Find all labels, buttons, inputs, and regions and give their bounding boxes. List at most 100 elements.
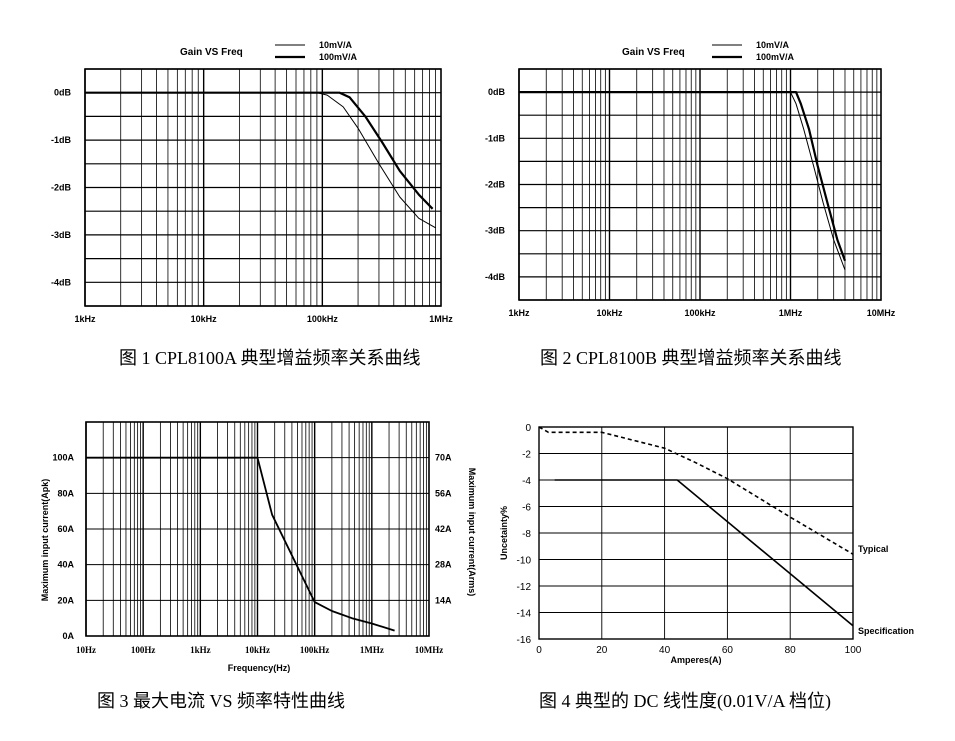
chart-4-x-tick-label: 20 — [596, 645, 608, 656]
chart-2-grid — [518, 68, 881, 301]
chart-4-x-tick-label: 0 — [536, 645, 542, 656]
chart-3-x-axis-label: Frequency(Hz) — [228, 663, 291, 673]
chart-4-series-label: Specification — [858, 626, 914, 636]
chart-4-series-line-typical — [538, 426, 854, 555]
chart-1-legend-label: 10mV/A — [319, 40, 353, 50]
chart-3-y2-tick-label: 56A — [435, 488, 452, 498]
chart-3-y-ticks: 0A 20A 40A 60A 80A 100A — [52, 453, 74, 641]
chart-1-legend-label: 100mV/A — [319, 52, 358, 62]
chart-1-legend: 10mV/A 100mV/A — [275, 40, 358, 62]
chart-3-y-tick-label: 0A — [62, 631, 74, 641]
chart-2-gain-vs-freq-cpl8100b: Gain VS Freq 10mV/A 100mV/A 1kHz 10kHz 100k… — [485, 40, 896, 318]
chart-2-y-tick-label: -3dB — [485, 226, 506, 236]
chart-1-y-tick-label: -4dB — [51, 277, 72, 287]
chart-2-x-tick-label: 1MHz — [779, 308, 803, 318]
chart-3-x-tick-label: 100Hz — [131, 645, 156, 655]
chart-1-series — [85, 91, 436, 229]
chart-1-grid — [84, 68, 441, 307]
chart-1-title: Gain VS Freq — [180, 47, 243, 58]
chart-4-plot-frame — [538, 426, 854, 640]
chart-4-dc-linearity: 0 20 40 60 80 100 0 -2 -4 -6 -8 -10 -12 -14 -16 Amper… — [499, 423, 914, 665]
chart-3-y2-tick-label: 70A — [435, 453, 452, 463]
chart-3-max-current-vs-frequency: 10Hz 100Hz 1kHz 10kHz 100kHz 1MHz 10MHz 0A 20A 4… — [40, 421, 477, 673]
chart-2-series-line — [519, 91, 847, 262]
chart-4-y-tick-label: -10 — [517, 556, 532, 567]
chart-3-y-axis-label: Maximum input current(Apk) — [40, 479, 50, 602]
chart-1-series-line — [85, 91, 434, 210]
chart-2-plot-frame — [518, 68, 882, 301]
chart-4-x-tick-label: 40 — [659, 645, 671, 656]
chart-1-y-tick-label: -1dB — [51, 135, 72, 145]
caption-figure-2: 图 2 CPL8100B 典型增益频率关系曲线 — [540, 348, 842, 368]
chart-1-y-tick-label: -2dB — [51, 183, 72, 193]
caption-figure-4: 图 4 典型的 DC 线性度(0.01V/A 档位) — [539, 691, 831, 712]
chart-1-gain-vs-freq-cpl8100a: Gain VS Freq 10mV/A 100mV/A 1kHz 10kHz 100k… — [51, 40, 453, 324]
chart-3-y-tick-label: 60A — [57, 524, 74, 534]
chart-2-x-tick-label: 1kHz — [508, 308, 530, 318]
chart-1-x-tick-label: 1MHz — [429, 314, 453, 324]
chart-4-y-tick-label: -2 — [522, 450, 531, 461]
chart-4-y-axis-label: Uncetainty% — [499, 506, 509, 560]
chart-2-x-ticks: 1kHz 10kHz 100kHz 1MHz 10MHz — [508, 308, 895, 318]
chart-4-x-axis-label: Amperes(A) — [670, 655, 721, 665]
chart-4-y-ticks: 0 -2 -4 -6 -8 -10 -12 -14 -16 — [517, 423, 532, 646]
chart-3-x-tick-label: 10kHz — [245, 645, 270, 655]
chart-4-grid — [539, 427, 853, 639]
chart-4-series-labels: Typical Specification — [858, 544, 914, 636]
chart-4-y-tick-label: -14 — [517, 609, 532, 620]
chart-4-y-tick-label: -4 — [522, 476, 531, 487]
chart-4-x-tick-label: 100 — [845, 645, 862, 656]
chart-3-x-tick-label: 1kHz — [190, 645, 211, 655]
chart-4-y-tick-label: -16 — [517, 635, 532, 646]
chart-2-y-tick-label: -2dB — [485, 180, 506, 190]
chart-2-title: Gain VS Freq — [622, 47, 685, 58]
chart-3-y2-tick-label: 42A — [435, 524, 452, 534]
chart-2-y-ticks: 0dB -1dB -2dB -3dB -4dB — [485, 87, 506, 282]
chart-3-x-tick-label: 10MHz — [415, 645, 444, 655]
chart-3-y2-axis-label: Maximum input current(Arms) — [467, 468, 477, 597]
chart-2-y-tick-label: -1dB — [485, 133, 506, 143]
chart-4-y-tick-label: -6 — [522, 503, 531, 514]
chart-2-y-tick-label: -4dB — [485, 272, 506, 282]
chart-4-series-label: Typical — [858, 544, 888, 554]
chart-1-y-tick-label: 0dB — [54, 88, 72, 98]
chart-3-y-tick-label: 100A — [52, 453, 74, 463]
chart-4-y-tick-label: -12 — [517, 582, 532, 593]
chart-1-x-tick-label: 100kHz — [307, 314, 339, 324]
chart-3-y2-tick-label: 28A — [435, 560, 452, 570]
chart-1-x-ticks: 1kHz 10kHz 100kHz 1MHz — [74, 314, 453, 324]
chart-2-series — [519, 91, 847, 271]
chart-2-legend-label: 10mV/A — [756, 40, 790, 50]
chart-1-y-ticks: 0dB -1dB -2dB -3dB -4dB — [51, 88, 72, 288]
chart-3-series-line — [86, 456, 395, 632]
chart-2-x-tick-label: 10MHz — [867, 308, 896, 318]
chart-1-plot-frame — [84, 68, 442, 307]
chart-4-x-tick-label: 80 — [785, 645, 797, 656]
chart-2-x-tick-label: 100kHz — [684, 308, 716, 318]
chart-1-x-tick-label: 1kHz — [74, 314, 96, 324]
chart-3-y2-tick-label: 14A — [435, 595, 452, 605]
chart-4-series-line-specification — [554, 479, 854, 627]
chart-4-x-ticks: 0 20 40 60 80 100 — [536, 645, 862, 656]
chart-2-legend-label: 100mV/A — [756, 52, 795, 62]
chart-4-y-tick-label: 0 — [525, 423, 531, 434]
chart-2-y-tick-label: 0dB — [488, 87, 506, 97]
caption-figure-3: 图 3 最大电流 VS 频率特性曲线 — [97, 691, 345, 711]
chart-3-grid — [85, 422, 429, 636]
chart-3-x-tick-label: 10Hz — [76, 645, 96, 655]
chart-3-y-tick-label: 80A — [57, 488, 74, 498]
chart-2-series-line — [519, 91, 846, 271]
chart-4-y-tick-label: -8 — [522, 529, 531, 540]
chart-1-x-tick-label: 10kHz — [191, 314, 218, 324]
chart-2-legend: 10mV/A 100mV/A — [712, 40, 795, 62]
caption-figure-1: 图 1 CPL8100A 典型增益频率关系曲线 — [119, 348, 421, 368]
chart-3-y-tick-label: 20A — [57, 595, 74, 605]
chart-3-x-tick-label: 1MHz — [360, 645, 384, 655]
chart-2-x-tick-label: 10kHz — [596, 308, 623, 318]
chart-3-x-tick-label: 100kHz — [300, 645, 330, 655]
chart-3-series — [86, 456, 395, 632]
chart-3-plot-frame — [85, 421, 430, 637]
chart-4-x-tick-label: 60 — [722, 645, 734, 656]
chart-1-y-tick-label: -3dB — [51, 230, 72, 240]
